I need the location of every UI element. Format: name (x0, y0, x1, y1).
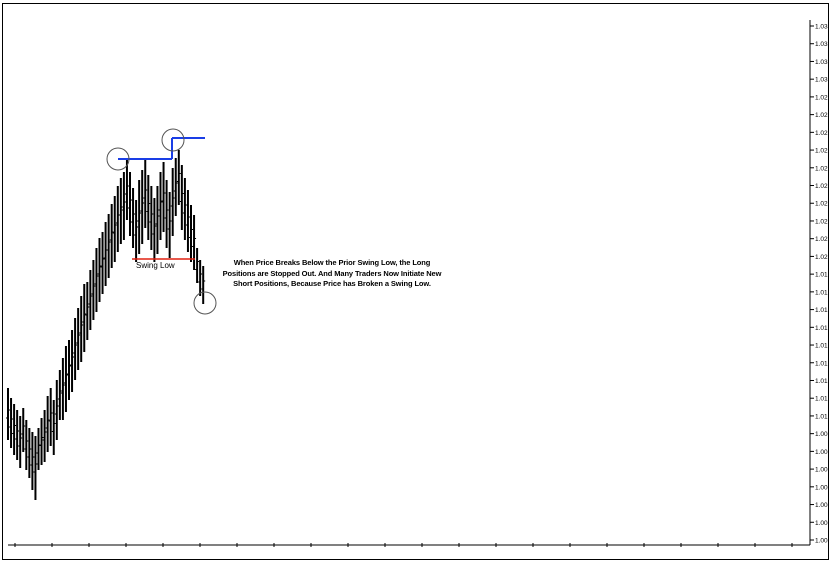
breakdown-circle (193, 291, 217, 315)
y-tick-label: 1.00 (815, 502, 828, 509)
y-tick-label: 1.02 (815, 236, 828, 243)
y-tick-label: 1.01 (815, 360, 828, 367)
x-axis-ticks (14, 543, 793, 547)
y-tick-label: 1.02 (815, 130, 828, 137)
y-tick-label: 1.00 (815, 449, 828, 456)
y-tick-label: 1.02 (815, 201, 828, 208)
y-tick-label: 1.03 (815, 77, 828, 84)
y-tick-label: 1.00 (815, 467, 828, 474)
y-tick-label: 1.02 (815, 94, 828, 101)
y-tick-label: 1.00 (815, 538, 828, 545)
y-tick-label: 1.03 (815, 59, 828, 66)
y-tick-label: 1.00 (815, 484, 828, 491)
y-tick-label: 1.02 (815, 218, 828, 225)
y-tick-label: 1.01 (815, 272, 828, 279)
y-tick-label: 1.03 (815, 41, 828, 48)
y-tick-label: 1.03 (815, 24, 828, 31)
swing-low-label: Swing Low (136, 261, 175, 270)
y-tick-label: 1.02 (815, 112, 828, 119)
y-tick-label: 1.00 (815, 520, 828, 527)
swing-high-circle-1 (106, 147, 130, 171)
y-tick-label: 1.01 (815, 343, 828, 350)
y-tick-label: 1.01 (815, 396, 828, 403)
y-tick-label: 1.02 (815, 183, 828, 190)
y-axis-ticks: 1.03 1.03 1.03 1.03 1.02 1.02 1.02 1.02 1.02 1.02… (810, 24, 828, 545)
y-tick-label: 1.00 (815, 431, 828, 438)
y-tick-label: 1.01 (815, 413, 828, 420)
y-tick-label: 1.02 (815, 148, 828, 155)
annotation-text: When Price Breaks Below the Prior Swing … (222, 258, 442, 289)
y-tick-label: 1.02 (815, 165, 828, 172)
y-tick-label: 1.02 (815, 254, 828, 261)
swing-high-circle-2 (161, 128, 185, 152)
y-tick-label: 1.01 (815, 325, 828, 332)
price-bars (6, 150, 206, 500)
y-tick-label: 1.01 (815, 289, 828, 296)
y-tick-label: 1.01 (815, 378, 828, 385)
y-tick-label: 1.01 (815, 307, 828, 314)
chart-frame (2, 3, 829, 560)
